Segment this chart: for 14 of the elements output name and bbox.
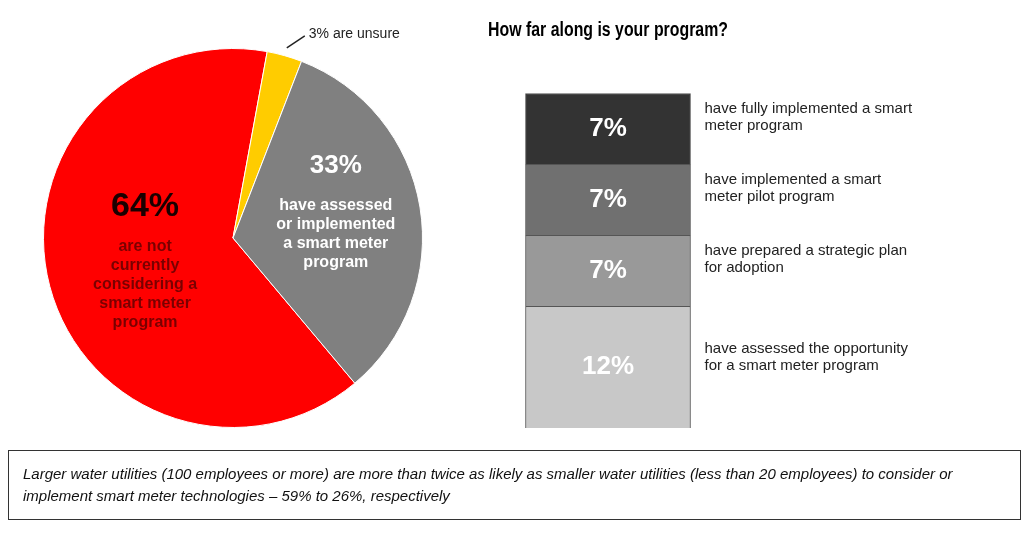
slice-label: have assessed or implemented a smart meter program (276, 196, 396, 271)
data-label: 7% (589, 183, 627, 214)
slice-label: are not currently considering a smart meter program (93, 236, 198, 330)
series-label: have assessed the opportunity for a smart meter program (704, 338, 909, 373)
data-label: 64% (111, 184, 180, 223)
chart-title: How far along is your program? (488, 17, 728, 41)
slice-label: 3% are unsure (308, 24, 401, 41)
series-label: have prepared a strategic plan for adoption (704, 240, 908, 275)
series-label: have implemented a smart meter pilot program (704, 169, 883, 204)
series-label: have fully implemented a smart meter program (704, 98, 913, 133)
data-label: 7% (589, 112, 627, 143)
data-label: 33% (309, 149, 362, 180)
data-label: 7% (589, 254, 627, 285)
text: Larger water utilities (100 employees or more) are more than twice as likely as smaller water utilities (less than 20 employees) to consider or implement smart meter technologies – 59% to 26%, respectively (8, 450, 1021, 520)
